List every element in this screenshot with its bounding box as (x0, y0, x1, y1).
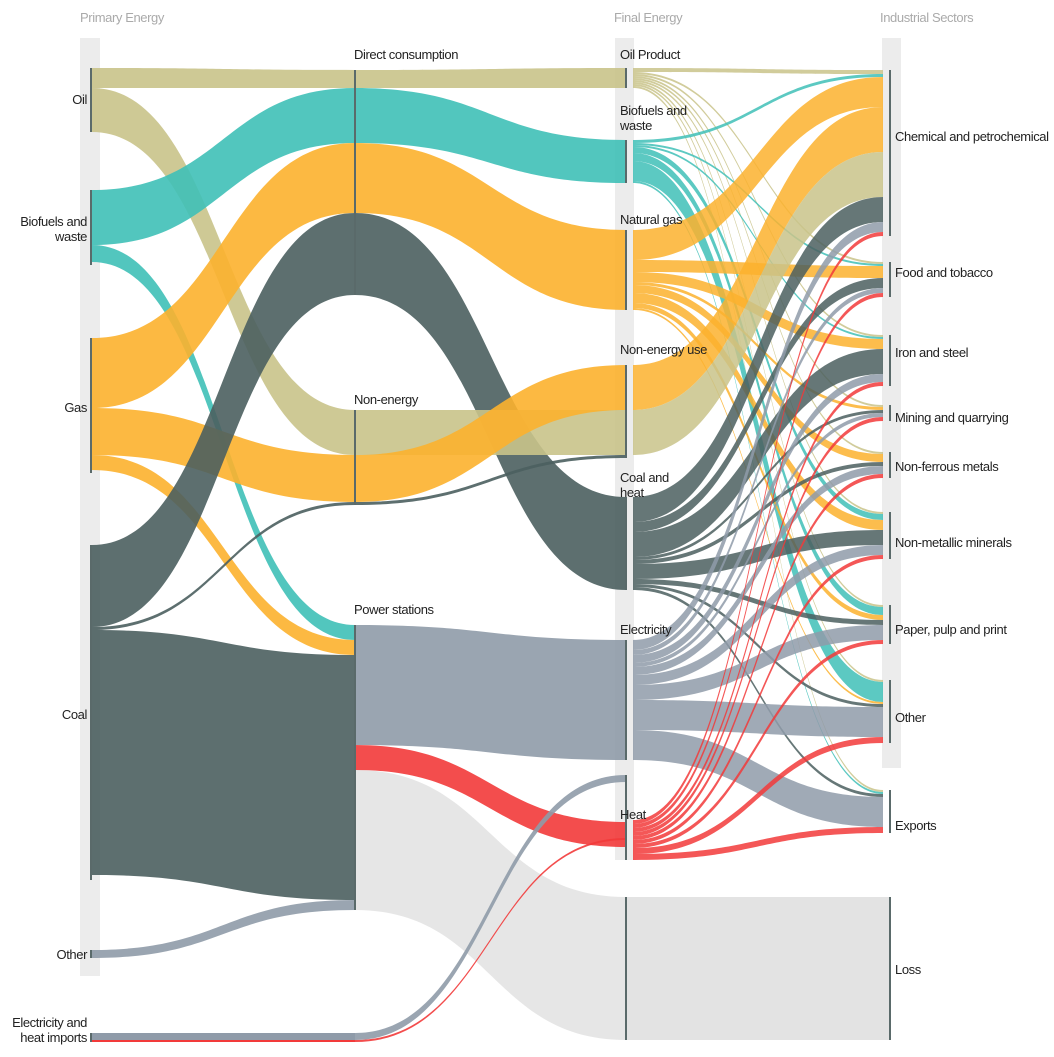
flow (633, 587, 883, 797)
node-label: Gas (64, 400, 87, 415)
node-label: Electricity (620, 622, 672, 637)
flow (92, 88, 355, 245)
flow (633, 107, 883, 410)
node-label: Other (895, 710, 926, 725)
node-label: Non-ferrous metals (895, 459, 999, 474)
flow (633, 77, 883, 260)
flow (633, 147, 883, 520)
node-label: Paper, pulp and print (895, 622, 1007, 637)
flow (633, 530, 883, 579)
node-label: Chemical and petrochemical (895, 129, 1049, 144)
node-label: Exports (895, 818, 937, 833)
flow (633, 68, 883, 74)
flow (355, 838, 626, 1042)
node-label: Direct consumption (354, 47, 459, 62)
flow (633, 640, 883, 848)
flow (633, 197, 883, 522)
flow (633, 410, 883, 560)
column-title: Industrial Sectors (880, 10, 974, 25)
flow (633, 584, 883, 707)
column-bg (882, 38, 901, 768)
flow (92, 630, 355, 900)
column-title: Final Energy (614, 10, 683, 25)
flow (633, 474, 883, 840)
flow (633, 153, 883, 615)
flow (92, 1033, 355, 1040)
column-title: Primary Energy (80, 10, 164, 25)
flow (355, 745, 626, 847)
flow (633, 382, 883, 832)
flow (633, 413, 883, 667)
flow (92, 68, 355, 88)
flow (633, 417, 883, 836)
flow (633, 222, 883, 650)
flow (633, 555, 883, 844)
flow (92, 502, 355, 630)
flow (355, 625, 626, 760)
node-label: Loss (895, 962, 921, 977)
flow (355, 68, 626, 88)
flow (633, 282, 883, 410)
node-label: Oil (72, 92, 87, 107)
flow (355, 455, 626, 505)
flow (633, 181, 883, 794)
node-label: Non-energy use (620, 342, 707, 357)
flow (633, 232, 883, 824)
flow (633, 349, 883, 557)
flow (92, 213, 355, 627)
node-label: Mining and quarrying (895, 410, 1009, 425)
node-label: Iron and steel (895, 345, 969, 360)
flow (633, 730, 883, 827)
node-label: Biofuels and waste (620, 103, 687, 133)
node-label: Natural gas (620, 212, 683, 227)
flow (633, 74, 883, 143)
node-label: Other (56, 947, 87, 962)
flow (633, 625, 883, 700)
flow (633, 827, 883, 860)
flow (355, 213, 626, 590)
flow (633, 545, 883, 685)
flow (92, 455, 355, 655)
node-label: Power stations (354, 602, 434, 617)
flow (633, 285, 883, 462)
flow (633, 288, 883, 655)
flow (355, 88, 626, 183)
flow (633, 308, 883, 704)
flow (633, 466, 883, 675)
flow (633, 152, 883, 455)
node-label: Non-metallic minerals (895, 535, 1012, 550)
flow (633, 278, 883, 532)
flow (355, 143, 626, 310)
flow (633, 737, 883, 854)
flow (355, 365, 626, 502)
flow (633, 143, 883, 266)
flow (92, 900, 355, 958)
flow (633, 462, 883, 564)
node-label: Coal and heat (620, 470, 669, 500)
flow (633, 293, 883, 530)
node-label: Non-energy (354, 392, 418, 407)
flow (633, 293, 883, 828)
flow (92, 143, 355, 408)
node-label: Electricity and heat imports (12, 1015, 87, 1045)
flow (626, 897, 890, 1040)
node-label: Biofuels and waste (20, 214, 87, 244)
node-label: Heat (620, 807, 646, 822)
flow (633, 700, 883, 737)
flow (633, 374, 883, 663)
flow (92, 1040, 355, 1042)
node-label: Coal (61, 707, 88, 722)
node-label: Oil Product (620, 47, 680, 62)
node-label: Food and tobacco (895, 265, 993, 280)
flow (355, 775, 626, 1040)
flow (633, 579, 883, 625)
